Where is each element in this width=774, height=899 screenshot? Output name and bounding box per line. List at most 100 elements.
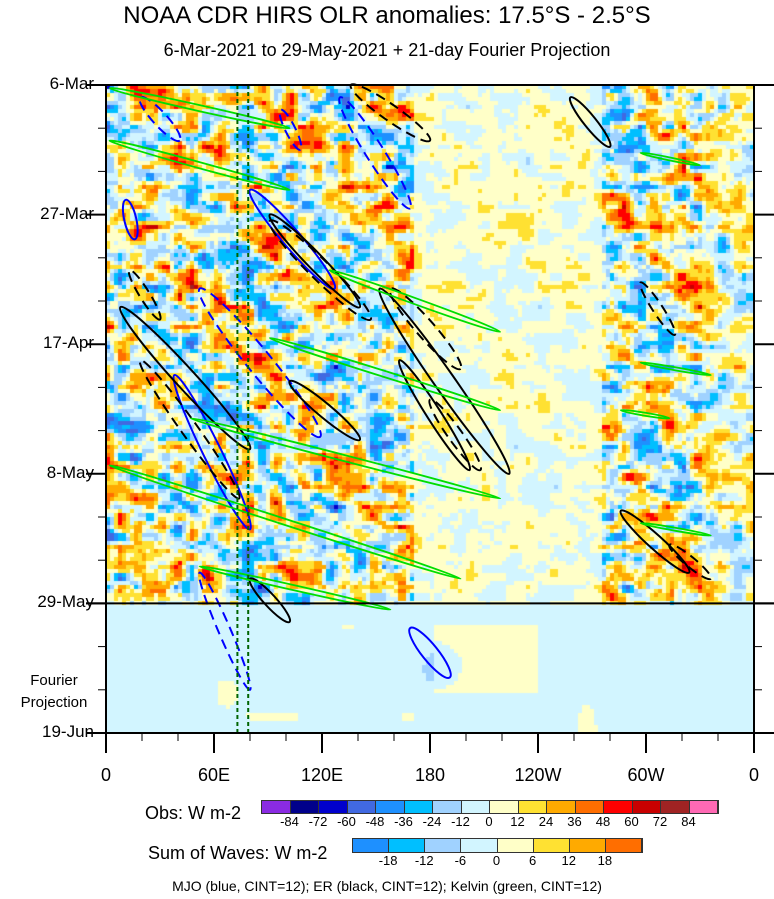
er-contour: [397, 359, 472, 472]
colorbar-swatch: [389, 839, 426, 852]
mjo-contour: [278, 108, 303, 151]
er-contour: [138, 359, 241, 500]
er-contour: [268, 213, 362, 309]
colorbar-level-label: -12: [414, 853, 434, 868]
er-contour: [248, 577, 292, 624]
y-tick-label: 6-Mar: [49, 74, 94, 93]
y-tick-label: 19-Jun: [42, 722, 94, 741]
er-contour: [349, 83, 432, 143]
colorbar-swatch: [353, 839, 390, 852]
colorbar-level-label: -36: [394, 814, 413, 829]
colorbar-swatch: [425, 839, 462, 852]
colorbar-swatch: [404, 801, 433, 813]
colorbar-swatch: [319, 801, 348, 813]
plot-frame: [105, 84, 755, 734]
contour-caption: MJO (blue, CINT=12); ER (black, CINT=12)…: [172, 878, 602, 894]
colorbar-swatch: [632, 801, 661, 813]
colorbar-swatch: [518, 801, 547, 813]
er-contour: [639, 281, 677, 337]
kelvin-contour: [328, 269, 502, 333]
kelvin-contour: [189, 417, 502, 500]
colorbar-swatch: [461, 801, 490, 813]
er-contour: [378, 287, 511, 475]
colorbar-level-label: -18: [378, 853, 398, 868]
mjo-contour: [408, 626, 452, 679]
obs-colorbar-label: Obs: W m-2: [145, 803, 242, 823]
x-tick-label: 0: [100, 765, 112, 785]
colorbar-level-label: -84: [280, 814, 299, 829]
er-contour: [619, 509, 691, 574]
colorbar-level-label: -12: [451, 814, 470, 829]
er-contour: [268, 219, 373, 322]
colorbar-swatch: [604, 801, 633, 813]
x-tick-label: 60W: [627, 765, 665, 785]
colorbar-swatch: [290, 801, 319, 813]
mjo-contour: [198, 571, 252, 691]
colorbar-level-label: 48: [595, 814, 611, 829]
waves-colorbar: [352, 838, 643, 853]
colorbar-swatch: [497, 839, 534, 852]
mjo-contour: [338, 96, 413, 210]
x-tick-label: 120W: [514, 765, 562, 785]
er-contour: [568, 96, 612, 148]
colorbar-level-label: 84: [681, 814, 696, 829]
colorbar-level-label: 12: [510, 814, 525, 829]
colorbar-swatch: [569, 839, 606, 852]
projection-label: Fourier Projection: [14, 670, 94, 714]
kelvin-contour: [639, 361, 712, 377]
colorbar-swatch: [605, 839, 642, 852]
colorbar-level-label: 60: [624, 814, 639, 829]
colorbar-level-label: -6: [454, 853, 467, 868]
colorbar-swatch: [347, 801, 376, 813]
colorbar-level-label: 24: [538, 814, 554, 829]
mjo-contour: [172, 373, 252, 531]
colorbar-swatch: [661, 801, 690, 813]
colorbar-level-label: 36: [567, 814, 582, 829]
er-contour: [428, 398, 483, 472]
projection-label-line1: Fourier: [30, 672, 78, 689]
olr-anomaly-heatmap: [106, 85, 754, 733]
er-contour: [288, 379, 362, 442]
colorbar-level-label: 0: [485, 814, 493, 829]
colorbar-level-label: -72: [308, 814, 328, 829]
kelvin-contour: [639, 151, 701, 167]
chart-subtitle: 6-Mar-2021 to 29-May-2021 + 21-day Fouri…: [163, 40, 611, 60]
colorbar-swatch: [533, 839, 570, 852]
colorbar-swatch: [547, 801, 576, 813]
waves-colorbar-label: Sum of Waves: W m-2: [148, 843, 328, 863]
y-tick-label: 17-Apr: [42, 333, 94, 353]
colorbar-level-label: 18: [597, 853, 613, 868]
colorbar-level-label: -60: [337, 814, 356, 829]
kelvin-contour: [198, 565, 392, 611]
x-tick-label: 0: [748, 765, 760, 785]
mjo-contour: [248, 188, 337, 291]
mjo-contour: [197, 287, 322, 439]
er-contour: [668, 543, 713, 581]
colorbar-level-label: 6: [529, 853, 537, 868]
kelvin-contour: [108, 139, 291, 191]
er-contour: [118, 305, 252, 451]
colorbar-level-label: -24: [422, 814, 442, 829]
er-contour: [388, 287, 463, 371]
mjo-contour: [121, 198, 139, 241]
x-tick-label: 60E: [197, 765, 231, 785]
obs-colorbar: [261, 800, 719, 814]
colorbar-swatch: [461, 839, 498, 852]
y-tick-label: 8-May: [46, 462, 94, 482]
y-tick-label: 27-Mar: [40, 203, 94, 223]
colorbar-level-label: -48: [365, 814, 385, 829]
x-tick-label: 180: [414, 765, 446, 785]
kelvin-contour: [108, 86, 291, 130]
colorbar-swatch: [689, 801, 718, 813]
colorbar-swatch: [490, 801, 519, 813]
colorbar-level-label: 12: [561, 853, 576, 868]
colorbar-swatch: [433, 801, 462, 813]
colorbar-level-label: 0: [492, 853, 501, 868]
colorbar-swatch: [575, 801, 604, 813]
kelvin-contour: [619, 409, 671, 420]
colorbar-swatch: [376, 801, 405, 813]
x-tick-label: 120E: [300, 765, 344, 785]
y-tick-label: 29-May: [37, 592, 94, 612]
